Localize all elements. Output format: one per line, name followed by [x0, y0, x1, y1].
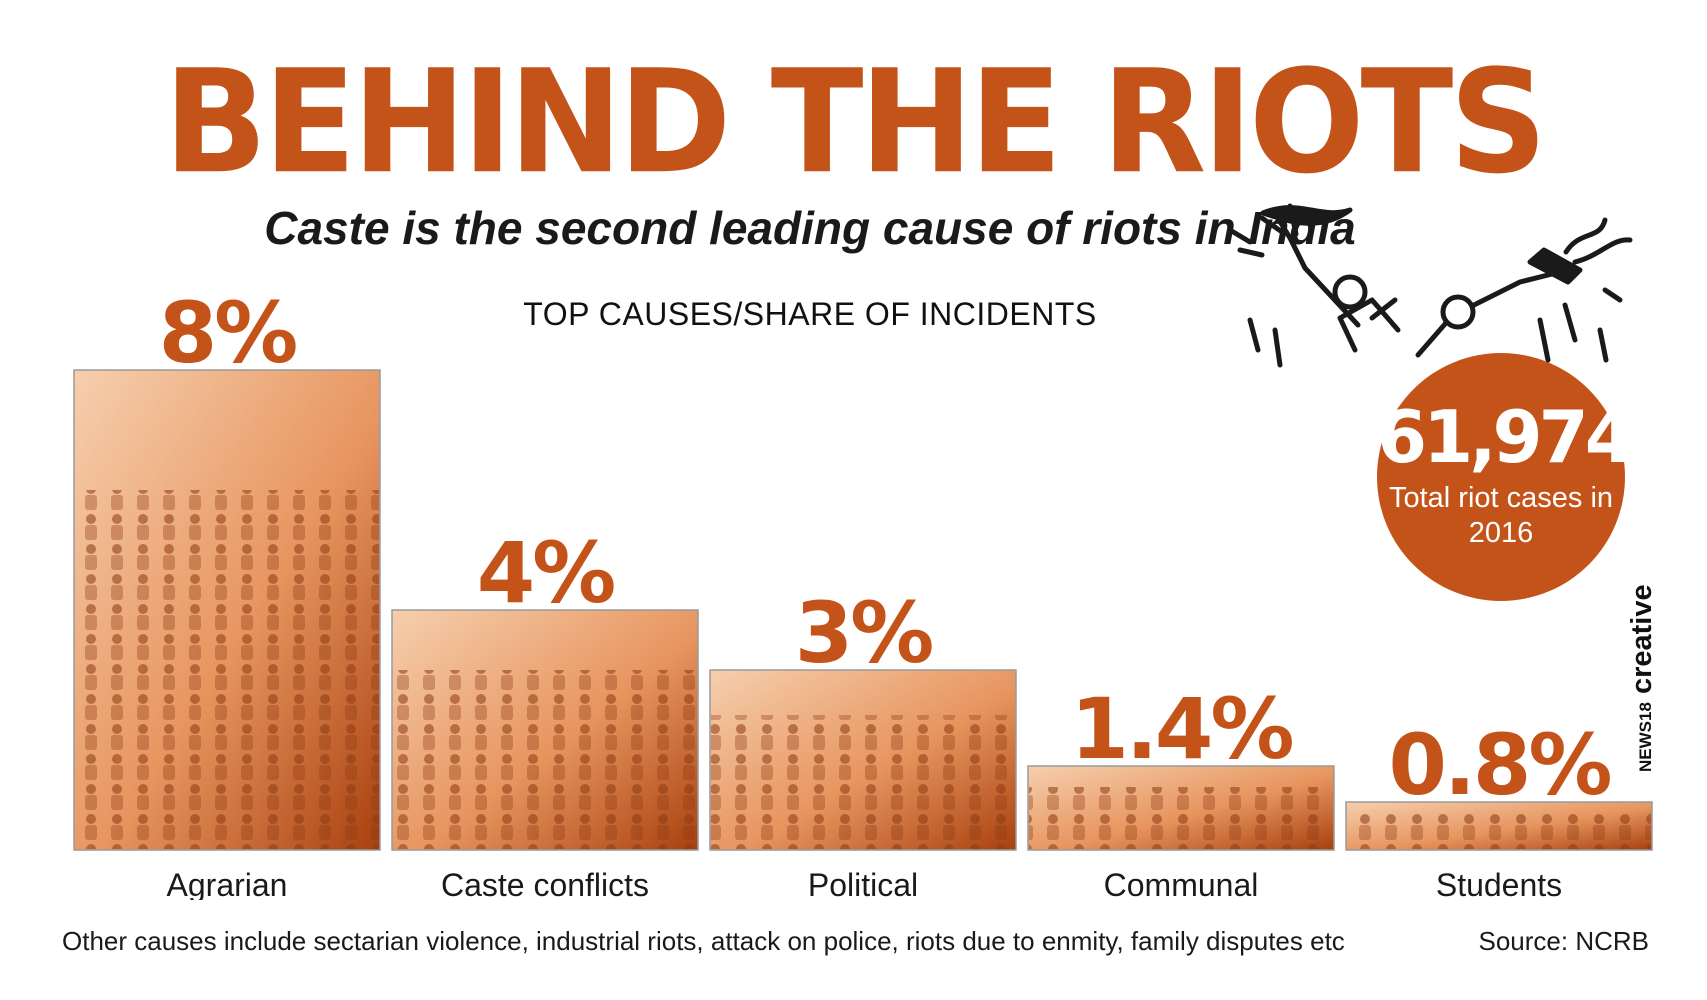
source-credit: Source: NCRB: [1478, 926, 1650, 956]
category-label: Caste conflicts: [441, 867, 649, 900]
bar-value-label: 8%: [159, 284, 296, 382]
watermark-brand: NEWS18: [1636, 702, 1655, 772]
page-subtitle: Caste is the second leading cause of rio…: [264, 202, 1356, 254]
bar-photo-texture: [711, 715, 1015, 849]
footnote: Other causes include sectarian violence,…: [62, 926, 1345, 956]
bar-value-label: 4%: [477, 524, 614, 622]
category-label: Agrarian: [167, 867, 288, 900]
category-label: Communal: [1104, 867, 1259, 900]
bar-photo-texture: [393, 670, 697, 849]
bar-photo-texture: [75, 490, 379, 849]
total-cases-badge: 61,974 Total riot cases in 2016: [1377, 353, 1635, 601]
bar-value-label: 1.4%: [1071, 680, 1293, 778]
bar-photo-texture: [1029, 787, 1333, 849]
chart-title: TOP CAUSES/SHARE OF INCIDENTS: [523, 296, 1097, 332]
page-title: BEHIND THE RIOTS: [163, 40, 1548, 206]
bar-chart: 8% Agrarian 4% Caste conflicts 3% Political 1.…: [73, 203, 1653, 900]
category-label: Political: [808, 867, 918, 900]
category-label: Students: [1436, 867, 1562, 900]
protester-illustration: [1227, 203, 1633, 368]
bar-value-label: 0.8%: [1389, 716, 1611, 814]
watermark-word: creative: [1626, 584, 1658, 695]
bar-photo-texture: [1347, 814, 1651, 849]
news18-creative-logo: NEWS18 creative: [1626, 584, 1662, 772]
bar-value-label: 3%: [795, 584, 932, 682]
total-cases-caption: Total riot cases in 2016: [1388, 482, 1614, 549]
total-cases-value: 61,974: [1377, 395, 1635, 479]
